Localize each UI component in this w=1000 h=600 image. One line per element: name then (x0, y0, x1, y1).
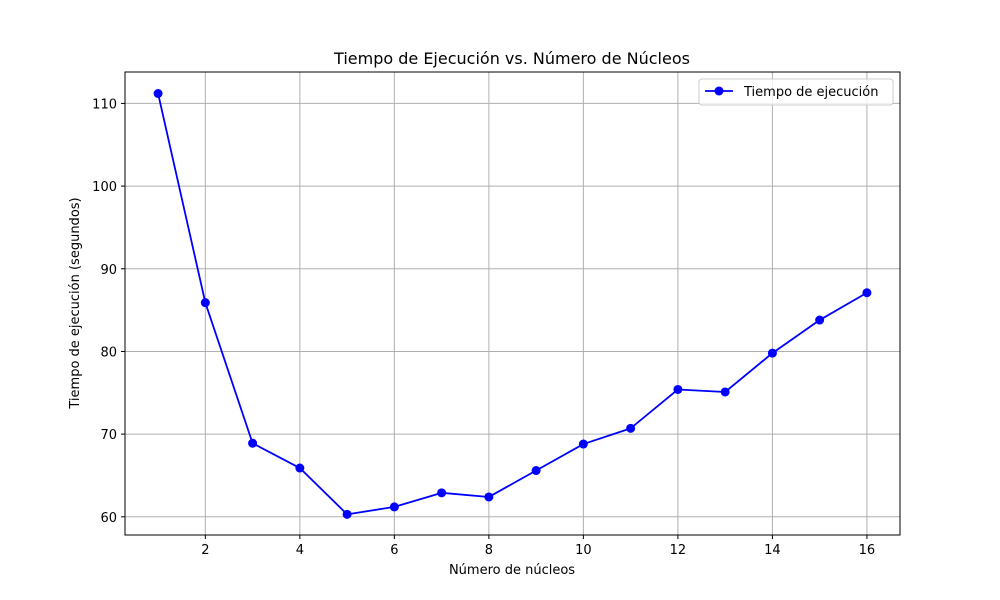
y-axis-label: Tiempo de ejecución (segundos) (68, 197, 83, 409)
y-tick-label: 60 (100, 511, 117, 526)
data-point (862, 288, 872, 298)
x-tick-label: 4 (296, 543, 304, 558)
x-tick-label: 10 (575, 543, 592, 558)
data-point (295, 463, 305, 473)
x-tick-label: 16 (859, 543, 876, 558)
data-point (815, 315, 825, 325)
x-tick-label: 14 (764, 543, 781, 558)
data-point (200, 298, 210, 308)
data-point (626, 423, 636, 433)
series-layer (153, 88, 872, 519)
data-point (437, 488, 447, 498)
data-point (578, 439, 588, 449)
data-point (767, 348, 777, 358)
data-point (673, 384, 683, 394)
data-point (531, 466, 541, 476)
x-axis: 2 4 6 8 10 12 14 16 (201, 535, 875, 558)
y-tick-label: 100 (92, 180, 117, 195)
data-point (248, 438, 258, 448)
chart-title: Tiempo de Ejecución vs. Número de Núcleo… (333, 49, 690, 68)
plot-area-frame (124, 71, 901, 536)
data-point (484, 492, 494, 502)
x-tick-label: 2 (201, 543, 209, 558)
legend-label: Tiempo de ejecución (743, 85, 878, 100)
legend-box (698, 78, 894, 106)
data-point (720, 387, 730, 397)
x-axis-label: Número de núcleos (449, 563, 575, 578)
data-point (389, 502, 399, 512)
y-tick-label: 80 (100, 345, 117, 360)
x-tick-label: 6 (390, 543, 398, 558)
y-tick-label: 70 (100, 428, 117, 443)
x-tick-label: 12 (670, 543, 687, 558)
y-axis: 60 70 80 90 100 110 (92, 97, 125, 526)
series-line (157, 93, 868, 516)
data-point (153, 88, 163, 98)
legend: Tiempo de ejecución (698, 78, 894, 106)
y-tick-label: 110 (92, 97, 117, 112)
data-point (342, 509, 352, 519)
y-tick-label: 90 (100, 263, 117, 278)
x-tick-label: 8 (485, 543, 493, 558)
legend-marker (714, 86, 724, 96)
